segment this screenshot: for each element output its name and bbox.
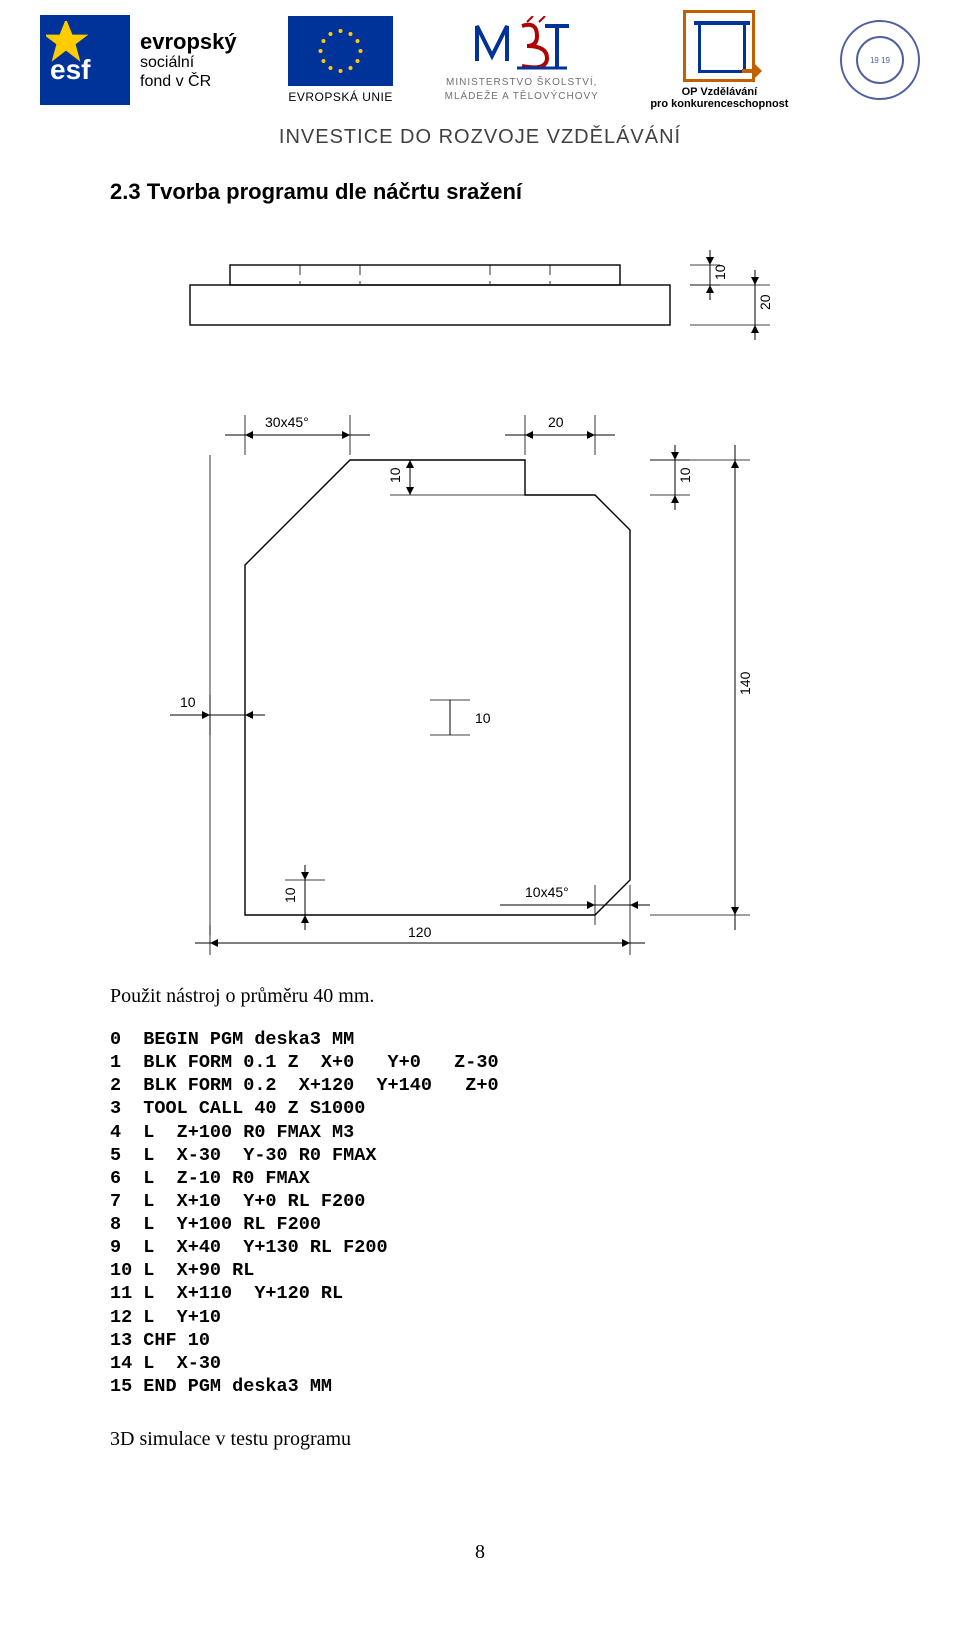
dim-slot-h: 10 [712,264,728,280]
dim-blx: 10 [180,694,196,710]
dim-center10: 10 [475,710,491,726]
esf-l2: sociální [140,54,237,72]
dim-chamfer-br: 10x45° [525,884,569,900]
dim-chamfer-tl: 30x45° [265,414,309,430]
header-logos: esf evropský sociální fond v ČR [0,0,960,149]
op-l2: pro konkurenceschopnost [650,98,788,110]
school-seal-icon: 19 19 [840,20,920,100]
esf-l3: fond v ČR [140,73,237,91]
dim-h: 140 [737,671,753,695]
dim-w: 120 [408,924,432,940]
section-title: 2.3 Tvorba programu dle náčrtu sražení [110,179,850,205]
esf-badge-icon: esf [40,15,130,105]
page-number: 8 [0,1541,960,1594]
technical-drawing: 10 20 [110,235,850,955]
dim-notch-w: 20 [548,414,564,430]
msmt-icon [467,16,577,76]
op-l1: OP Vzdělávání [682,86,758,98]
tool-note: Použit nástroj o průměru 40 mm. [110,985,850,1008]
esf-logo: esf evropský sociální fond v ČR [40,15,237,105]
dim-notch-top: 10 [387,467,403,483]
msmt-logo: MINISTERSTVO ŠKOLSTVÍ, MLÁDEŽE A TĚLOVÝC… [445,16,599,104]
dim-notch-h: 10 [677,467,693,483]
eu-flag-logo: EVROPSKÁ UNIE [288,16,393,104]
esf-bold: evropský [140,29,237,54]
esf-text: evropský sociální fond v ČR [140,29,237,91]
op-icon [683,10,755,82]
msmt-l2: MLÁDEŽE A TĚLOVÝCHOVY [445,90,599,104]
page-body: 2.3 Tvorba programu dle náčrtu sražení [0,179,960,1541]
dim-plate-h: 20 [757,294,773,310]
sim-note: 3D simulace v testu programu [110,1428,850,1451]
svg-text:esf: esf [50,54,91,85]
header-tagline: INVESTICE DO ROZVOJE VZDĚLÁVÁNÍ [40,126,920,149]
seal-year: 19 19 [870,56,890,65]
dim-bly: 10 [282,887,298,903]
msmt-l1: MINISTERSTVO ŠKOLSTVÍ, [446,76,597,90]
nc-code-listing: 0 BEGIN PGM deska3 MM 1 BLK FORM 0.1 Z X… [110,1028,850,1398]
eu-flag-label: EVROPSKÁ UNIE [288,90,393,104]
eu-flag-icon [288,16,393,86]
op-logo: OP Vzdělávání pro konkurenceschopnost [650,10,788,110]
logos-row: esf evropský sociální fond v ČR [40,10,920,110]
